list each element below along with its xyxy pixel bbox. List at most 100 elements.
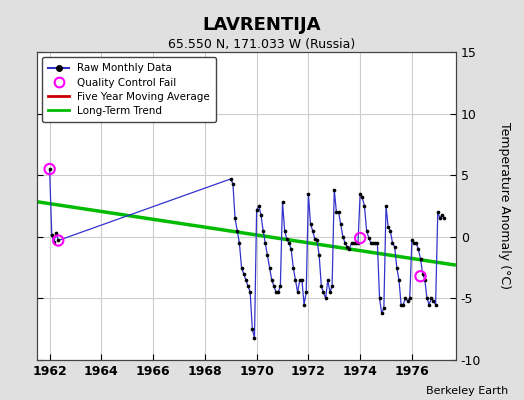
Point: [317, 283, 325, 289]
Point: [304, 190, 313, 197]
Point: [392, 264, 401, 271]
Point: [293, 289, 302, 296]
Point: [231, 215, 239, 222]
Point: [384, 224, 392, 230]
Point: [421, 277, 429, 283]
Point: [361, 203, 369, 209]
Point: [390, 244, 399, 250]
Point: [427, 295, 435, 302]
Point: [382, 203, 390, 209]
Point: [347, 240, 356, 246]
Point: [403, 298, 412, 304]
Point: [278, 199, 287, 206]
Point: [416, 273, 424, 280]
Point: [425, 301, 433, 308]
Point: [272, 289, 280, 296]
Point: [334, 209, 343, 215]
Legend: Raw Monthly Data, Quality Control Fail, Five Year Moving Average, Long-Term Tren: Raw Monthly Data, Quality Control Fail, …: [42, 57, 216, 122]
Point: [343, 244, 352, 250]
Point: [237, 264, 246, 271]
Text: LAVRENTIJA: LAVRENTIJA: [203, 16, 321, 34]
Point: [324, 277, 332, 283]
Point: [328, 283, 336, 289]
Point: [259, 228, 267, 234]
Point: [380, 305, 388, 312]
Text: 65.550 N, 171.033 W (Russia): 65.550 N, 171.033 W (Russia): [168, 38, 356, 51]
Point: [291, 277, 300, 283]
Point: [250, 335, 259, 341]
Point: [298, 277, 306, 283]
Point: [300, 301, 308, 308]
Point: [319, 289, 328, 296]
Point: [261, 240, 269, 246]
Point: [423, 295, 431, 302]
Point: [408, 237, 416, 244]
Point: [412, 240, 420, 246]
Point: [280, 228, 289, 234]
Point: [302, 289, 310, 296]
Point: [373, 240, 381, 246]
Point: [332, 209, 341, 215]
Point: [388, 240, 397, 246]
Point: [417, 256, 425, 262]
Point: [315, 252, 323, 258]
Point: [52, 230, 60, 236]
Point: [50, 238, 58, 245]
Point: [257, 212, 265, 218]
Point: [244, 283, 252, 289]
Point: [436, 215, 444, 222]
Y-axis label: Temperature Anomaly (°C): Temperature Anomaly (°C): [498, 122, 511, 290]
Point: [226, 176, 235, 182]
Point: [399, 301, 408, 308]
Point: [268, 277, 276, 283]
Point: [263, 252, 271, 258]
Point: [367, 240, 375, 246]
Point: [253, 206, 261, 213]
Point: [397, 301, 405, 308]
Point: [228, 181, 237, 187]
Point: [339, 234, 347, 240]
Point: [233, 228, 242, 234]
Point: [377, 310, 386, 316]
Point: [406, 295, 414, 302]
Point: [255, 203, 263, 209]
Point: [341, 240, 349, 246]
Point: [239, 270, 248, 277]
Point: [375, 295, 384, 302]
Point: [311, 236, 319, 242]
Point: [330, 187, 339, 193]
Point: [438, 212, 446, 218]
Point: [265, 264, 274, 271]
Point: [336, 221, 345, 228]
Point: [307, 221, 315, 228]
Point: [274, 289, 282, 296]
Point: [235, 240, 244, 246]
Point: [296, 277, 304, 283]
Point: [285, 240, 293, 246]
Point: [356, 190, 364, 197]
Point: [395, 277, 403, 283]
Point: [401, 295, 410, 302]
Point: [46, 166, 54, 172]
Point: [356, 235, 364, 241]
Point: [309, 228, 317, 234]
Point: [248, 326, 257, 332]
Point: [371, 240, 379, 246]
Point: [433, 209, 442, 215]
Point: [414, 246, 422, 252]
Point: [270, 283, 278, 289]
Point: [429, 298, 438, 304]
Point: [54, 237, 62, 244]
Point: [246, 289, 254, 296]
Point: [313, 237, 321, 244]
Point: [289, 264, 298, 271]
Point: [354, 240, 362, 246]
Point: [276, 283, 285, 289]
Point: [54, 237, 62, 244]
Point: [352, 240, 360, 246]
Point: [363, 228, 371, 234]
Text: Berkeley Earth: Berkeley Earth: [426, 386, 508, 396]
Point: [440, 215, 449, 222]
Point: [365, 235, 373, 241]
Point: [419, 270, 427, 277]
